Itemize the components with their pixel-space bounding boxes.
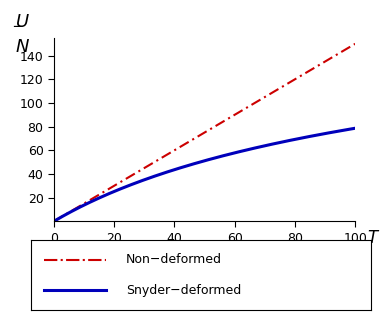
- Text: $U$: $U$: [15, 13, 30, 31]
- Text: ─: ─: [14, 20, 22, 34]
- Text: $\mathit{T}$: $\mathit{T}$: [367, 228, 380, 246]
- Text: Non−deformed: Non−deformed: [126, 253, 222, 266]
- Text: Snyder−deformed: Snyder−deformed: [126, 284, 241, 297]
- Text: $N$: $N$: [15, 38, 30, 56]
